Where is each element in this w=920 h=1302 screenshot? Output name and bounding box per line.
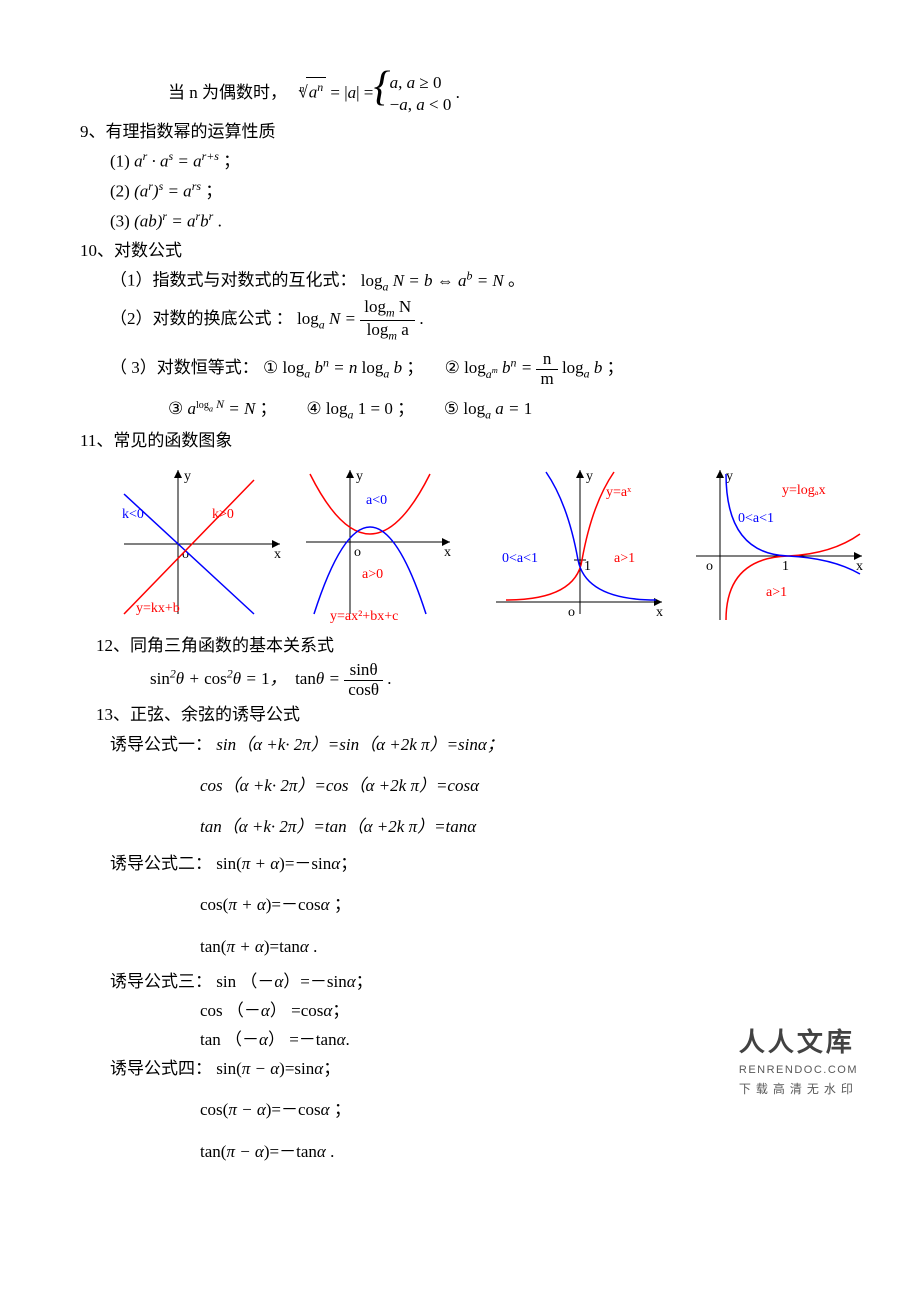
svg-text:y=kx+b: y=kx+b (136, 601, 180, 616)
svg-text:1: 1 (782, 559, 789, 574)
svg-text:0<a<1: 0<a<1 (502, 551, 538, 566)
formula-3-cos: cos （－α） =cosα； (200, 997, 840, 1024)
heading-13: 13、正弦、余弦的诱导公式 (96, 701, 840, 728)
prop-10-1: （1）指数式与对数式的互化式： loga N = b ⇔ ab = N 。 (110, 266, 840, 296)
svg-text:x: x (656, 605, 663, 620)
graph-log: y x o 1 y=logₐx 0<a<1 a>1 (682, 464, 868, 626)
svg-text:a>1: a>1 (614, 551, 635, 566)
watermark-domain: RENRENDOC.COM (739, 1062, 858, 1080)
even-n-case: 当 n 为偶数时， n√an = |a| = a, a ≥ 0 −a, a < … (168, 72, 840, 116)
svg-text:0<a<1: 0<a<1 (738, 511, 774, 526)
svg-text:y=aˣ: y=aˣ (606, 485, 632, 500)
svg-text:o: o (568, 605, 575, 620)
even-n-prefix: 当 n 为偶数时， (168, 83, 287, 102)
heading-9: 9、有理指数幂的运算性质 (80, 118, 840, 145)
prop-10-2: （2）对数的换底公式 ： loga N = logm N logm a . (110, 298, 840, 342)
formula-1-cos: cos（α +k· 2π）=cos（α +2k π）=cosα (200, 772, 840, 799)
formula-3-sin: 诱导公式三： sin （－α）=－sinα； (110, 968, 840, 995)
svg-text:o: o (354, 545, 361, 560)
svg-text:y: y (184, 469, 191, 484)
prop-9-1: (1) ar · as = ar+s ； (110, 147, 840, 175)
prop-10-3-row1: （ 3）对数恒等式： ① loga bn = n loga b ； ② loga… (110, 350, 840, 388)
svg-text:k<0: k<0 (122, 507, 144, 522)
formula-1-sin: 诱导公式一： sin（α +k· 2π）=sin（α +2k π）=sinα； (110, 731, 840, 758)
graph-parabola: y x o a<0 a>0 y=ax²+bx+c (300, 464, 476, 626)
graph-linear-svg: y x o k<0 k>0 y=kx+b (114, 464, 290, 620)
formula-2-sin: 诱导公式二： sin(π + α)=－sinα； (110, 850, 840, 877)
graph-parabola-svg: y x o a<0 a>0 y=ax²+bx+c (300, 464, 476, 624)
watermark-title: 人人文库 (739, 1022, 858, 1064)
graph-linear: y x o k<0 k>0 y=kx+b (114, 464, 290, 626)
heading-11: 11、常见的函数图象 (80, 427, 840, 454)
svg-text:y: y (586, 469, 593, 484)
formula-4-cos: cos(π − α)=－cosα ； (200, 1096, 840, 1123)
prop-10-3-row2: ③ aloga N = N ； ④ loga 1 = 0 ； ⑤ loga a … (168, 395, 840, 425)
formula-2-cos: cos(π + α)=－cosα ； (200, 891, 840, 918)
svg-text:x: x (274, 547, 281, 562)
svg-text:y=ax²+bx+c: y=ax²+bx+c (330, 609, 398, 624)
graph-exponential-svg: y x o 1 y=aˣ 0<a<1 a>1 (486, 464, 672, 620)
heading-12: 12、同角三角函数的基本关系式 (96, 632, 840, 659)
graph-exponential: y x o 1 y=aˣ 0<a<1 a>1 (486, 464, 672, 626)
svg-text:k>0: k>0 (212, 507, 234, 522)
svg-text:1: 1 (584, 559, 591, 574)
svg-text:a>1: a>1 (766, 585, 787, 600)
formula-4-tan: tan(π − α)=－tanα . (200, 1138, 840, 1165)
formula-1-tan: tan（α +k· 2π）=tan（α +2k π）=tanα (200, 813, 840, 840)
svg-text:y: y (726, 469, 733, 484)
prop-9-2: (2) (ar)s = ars ； (110, 177, 840, 205)
formula-2-tan: tan(π + α)=tanα . (200, 933, 840, 960)
svg-text:x: x (444, 545, 451, 560)
watermark: 人人文库 RENRENDOC.COM 下载高清无水印 (739, 1022, 858, 1099)
svg-text:o: o (706, 559, 713, 574)
graph-log-svg: y x o 1 y=logₐx 0<a<1 a>1 (682, 464, 868, 626)
identity-12: sin2θ + cos2θ = 1， tanθ = sinθ cosθ . (150, 661, 840, 699)
watermark-tagline: 下载高清无水印 (739, 1080, 858, 1099)
heading-10: 10、对数公式 (80, 237, 840, 264)
svg-text:y: y (356, 469, 363, 484)
prop-9-3: (3) (ab)r = arbr . (110, 207, 840, 235)
svg-text:y=logₐx: y=logₐx (782, 483, 826, 498)
svg-text:a<0: a<0 (366, 493, 387, 508)
svg-text:a>0: a>0 (362, 567, 383, 582)
formula-4-sin: 诱导公式四： sin(π − α)=sinα； (110, 1055, 840, 1082)
graph-row: y x o k<0 k>0 y=kx+b y x o (114, 464, 840, 626)
